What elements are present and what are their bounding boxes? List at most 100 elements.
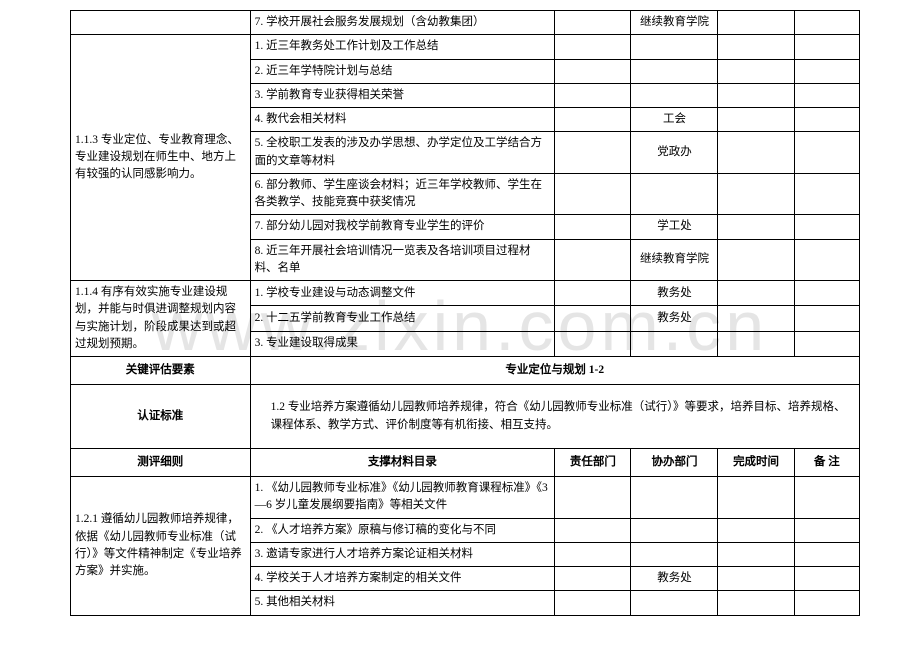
cell-text: 7. 部分幼儿园对我校学前教育专业学生的评价 xyxy=(250,215,555,239)
cell-empty xyxy=(794,567,859,591)
cell-empty xyxy=(794,331,859,356)
cell-dept xyxy=(631,59,718,83)
cell-empty xyxy=(555,35,631,59)
cell-empty xyxy=(71,11,251,35)
cell-dept: 党政办 xyxy=(631,132,718,174)
cell-text: 8. 近三年开展社会培训情况一览表及各培训项目过程材料、名单 xyxy=(250,239,555,281)
header-key-element: 关键评估要素 xyxy=(71,357,251,385)
cell-empty xyxy=(555,132,631,174)
cell-text: 1. 学校专业建设与动态调整文件 xyxy=(250,281,555,306)
cell-empty xyxy=(555,518,631,542)
cell-empty xyxy=(555,11,631,35)
cell-dept xyxy=(631,542,718,566)
cell-empty xyxy=(555,331,631,356)
cell-empty xyxy=(555,108,631,132)
cell-dept: 学工处 xyxy=(631,215,718,239)
cell-empty xyxy=(718,567,794,591)
cell-dept: 教务处 xyxy=(631,567,718,591)
cell-empty xyxy=(794,591,859,615)
cell-empty xyxy=(794,132,859,174)
cell-empty xyxy=(794,35,859,59)
cell-text: 5. 其他相关材料 xyxy=(250,591,555,615)
cell-dept xyxy=(631,331,718,356)
cell-text: 4. 学校关于人才培养方案制定的相关文件 xyxy=(250,567,555,591)
cell-dept xyxy=(631,83,718,107)
cell-empty xyxy=(794,173,859,215)
cell-empty xyxy=(794,215,859,239)
cell-empty xyxy=(555,239,631,281)
cell-empty xyxy=(555,542,631,566)
cell-empty xyxy=(555,173,631,215)
cell-empty xyxy=(794,281,859,306)
cell-dept xyxy=(631,173,718,215)
cell-empty xyxy=(794,59,859,83)
cell-empty xyxy=(555,591,631,615)
cell-empty xyxy=(555,477,631,519)
cell-empty xyxy=(555,59,631,83)
cell-text: 3. 学前教育专业获得相关荣誉 xyxy=(250,83,555,107)
cell-dept xyxy=(631,35,718,59)
cell-dept: 继续教育学院 xyxy=(631,11,718,35)
cell-dept xyxy=(631,591,718,615)
cell-text: 5. 全校职工发表的涉及办学思想、办学定位及工学结合方面的文章等材料 xyxy=(250,132,555,174)
cell-text: 1. 近三年教务处工作计划及工作总结 xyxy=(250,35,555,59)
cell-empty xyxy=(718,591,794,615)
cell-empty xyxy=(718,83,794,107)
cell-text: 2. 十二五学前教育专业工作总结 xyxy=(250,306,555,331)
cell-empty xyxy=(555,281,631,306)
cell-dept: 教务处 xyxy=(631,281,718,306)
evaluation-table: 7. 学校开展社会服务发展规划（含幼教集团） 继续教育学院 1.1.3 专业定位… xyxy=(70,10,860,616)
cell-text: 6. 部分教师、学生座谈会材料；近三年学校教师、学生在各类教学、技能竞赛中获奖情… xyxy=(250,173,555,215)
cell-empty xyxy=(718,306,794,331)
cell-empty xyxy=(794,239,859,281)
header-remark: 备 注 xyxy=(794,448,859,476)
cell-dept: 继续教育学院 xyxy=(631,239,718,281)
cell-empty xyxy=(718,215,794,239)
header-key-element-val: 专业定位与规划 1-2 xyxy=(250,357,859,385)
cell-empty xyxy=(555,567,631,591)
cell-empty xyxy=(794,477,859,519)
cell-empty xyxy=(794,83,859,107)
cell-empty xyxy=(555,215,631,239)
header-complete-time: 完成时间 xyxy=(718,448,794,476)
cell-empty xyxy=(794,306,859,331)
header-coop-dept: 协办部门 xyxy=(631,448,718,476)
cell-empty xyxy=(718,518,794,542)
cell-empty xyxy=(718,108,794,132)
cell-empty xyxy=(718,542,794,566)
cell-empty xyxy=(718,173,794,215)
header-resp-dept: 责任部门 xyxy=(555,448,631,476)
cell-text: 3. 邀请专家进行人才培养方案论证相关材料 xyxy=(250,542,555,566)
cell-empty xyxy=(718,477,794,519)
header-eval-detail: 测评细则 xyxy=(71,448,251,476)
header-support-materials: 支撑材料目录 xyxy=(250,448,555,476)
header-cert-standard: 认证标准 xyxy=(71,385,251,449)
cell-dept xyxy=(631,518,718,542)
cell-text: 7. 学校开展社会服务发展规划（含幼教集团） xyxy=(250,11,555,35)
cell-empty xyxy=(718,132,794,174)
cell-empty xyxy=(718,281,794,306)
cell-text: 2. 《人才培养方案》原稿与修订稿的变化与不同 xyxy=(250,518,555,542)
cell-empty xyxy=(718,331,794,356)
cell-empty xyxy=(555,306,631,331)
cell-dept xyxy=(631,477,718,519)
cell-empty xyxy=(718,11,794,35)
cell-text: 1. 《幼儿园教师专业标准》《幼儿园教师教育课程标准》《3—6 岁儿童发展纲要指… xyxy=(250,477,555,519)
section-113-label: 1.1.3 专业定位、专业教育理念、专业建设规划在师生中、地方上有较强的认同感影… xyxy=(71,35,251,281)
cell-empty xyxy=(718,59,794,83)
cell-empty xyxy=(794,542,859,566)
cell-text: 4. 教代会相关材料 xyxy=(250,108,555,132)
cell-empty xyxy=(555,83,631,107)
section-121-label: 1.2.1 遵循幼儿园教师培养规律，依据《幼儿园教师专业标准（试行）》等文件精神… xyxy=(71,477,251,616)
cell-text: 2. 近三年学特院计划与总结 xyxy=(250,59,555,83)
cell-empty xyxy=(794,108,859,132)
cell-empty xyxy=(718,239,794,281)
cell-dept: 工会 xyxy=(631,108,718,132)
cell-empty xyxy=(794,11,859,35)
cell-empty xyxy=(794,518,859,542)
section-114-label: 1.1.4 有序有效实施专业建设规划，并能与时俱进调整规划内容与实施计划，阶段成… xyxy=(71,281,251,357)
cell-dept: 教务处 xyxy=(631,306,718,331)
cell-empty xyxy=(718,35,794,59)
cert-standard-val: 1.2 专业培养方案遵循幼儿园教师培养规律，符合《幼儿园教师专业标准（试行）》等… xyxy=(250,385,859,449)
cell-text: 3. 专业建设取得成果 xyxy=(250,331,555,356)
